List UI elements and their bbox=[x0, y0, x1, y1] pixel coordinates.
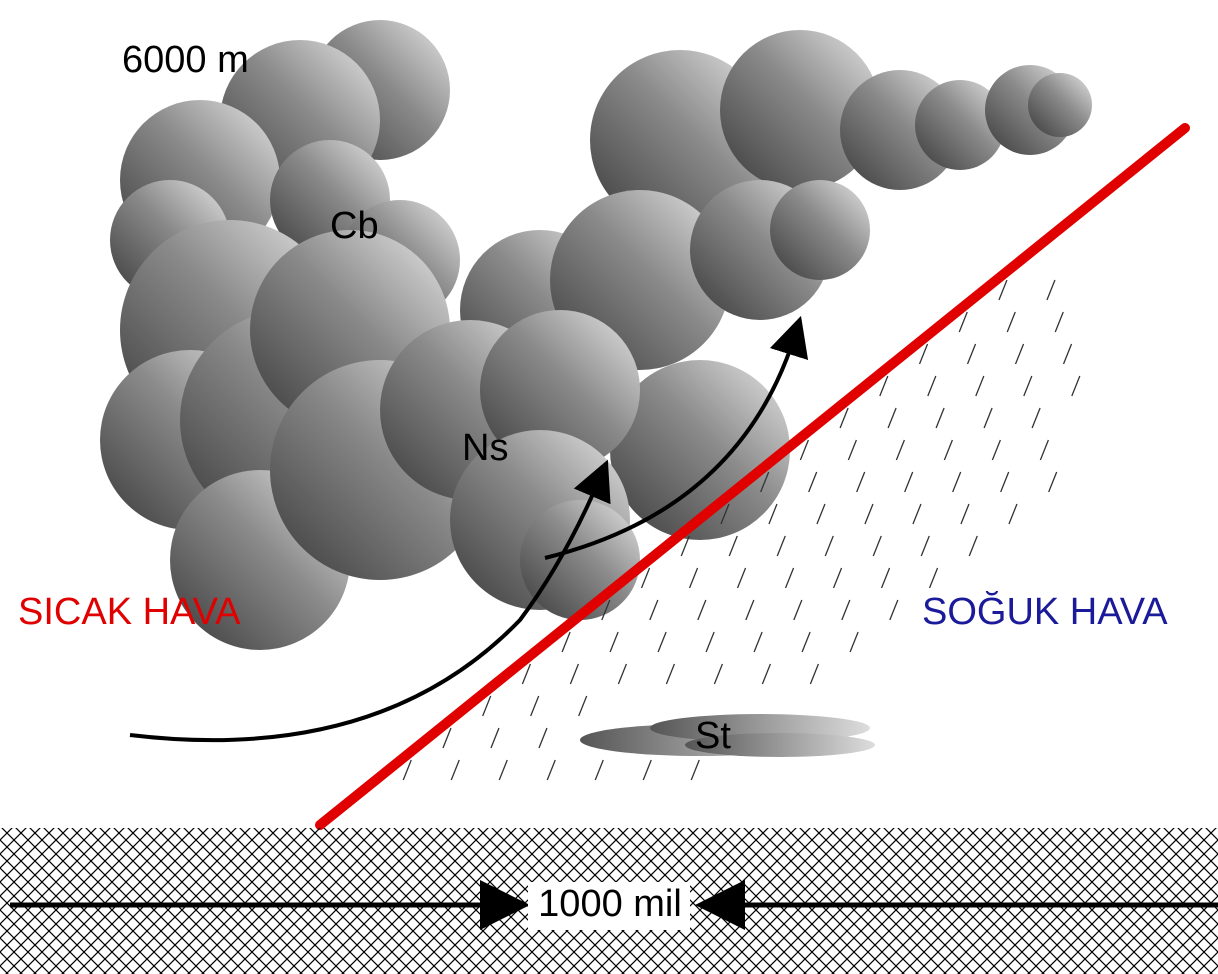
rain-streak bbox=[944, 440, 952, 460]
rain-streak bbox=[738, 568, 746, 588]
rain-streak bbox=[643, 760, 651, 780]
rain-streak bbox=[762, 664, 770, 684]
rain-streak bbox=[746, 600, 754, 620]
rain-streak bbox=[913, 504, 921, 524]
rain-streak bbox=[848, 440, 856, 460]
rain-streak bbox=[690, 568, 698, 588]
warm-air-label: SICAK HAVA bbox=[18, 591, 241, 633]
cloud-label: Ns bbox=[462, 427, 508, 469]
rain-streak bbox=[658, 632, 666, 652]
rain-streak bbox=[754, 632, 762, 652]
rain-streak bbox=[539, 728, 547, 748]
rain-streak bbox=[1032, 408, 1040, 428]
rain-streak bbox=[968, 344, 976, 364]
rain-streak bbox=[817, 504, 825, 524]
cloud-puff bbox=[1028, 73, 1092, 137]
rain-streak bbox=[930, 568, 938, 588]
rain-streak bbox=[1072, 376, 1080, 396]
rain-streak bbox=[953, 472, 961, 492]
rain-streak bbox=[969, 536, 977, 556]
distance-label: 1000 mil bbox=[538, 883, 682, 925]
rain-streak bbox=[1016, 344, 1024, 364]
rain-streak bbox=[786, 568, 794, 588]
rain-streak bbox=[809, 472, 817, 492]
rain-streak bbox=[777, 536, 785, 556]
rain-streak bbox=[579, 696, 587, 716]
rain-streak bbox=[976, 376, 984, 396]
rain-streak bbox=[691, 760, 699, 780]
rain-streak bbox=[769, 504, 777, 524]
rain-streak bbox=[729, 536, 737, 556]
rain-streak bbox=[1007, 312, 1015, 332]
cloud-puff bbox=[770, 180, 870, 280]
rain-streak bbox=[1047, 280, 1055, 300]
clouds bbox=[100, 20, 1092, 650]
rain-streak bbox=[984, 408, 992, 428]
rain-streak bbox=[921, 536, 929, 556]
rain-streak bbox=[936, 408, 944, 428]
rain-streak bbox=[618, 664, 626, 684]
rain-streak bbox=[873, 536, 881, 556]
rain-streak bbox=[714, 664, 722, 684]
rain-streak bbox=[570, 664, 578, 684]
rain-streak bbox=[595, 760, 603, 780]
cold-air-label: SOĞUK HAVA bbox=[922, 589, 1168, 633]
rain-streak bbox=[1024, 376, 1032, 396]
rain-streak bbox=[992, 440, 1000, 460]
altitude-label: 6000 m bbox=[122, 39, 249, 81]
rain-streak bbox=[1040, 440, 1048, 460]
rain-streak bbox=[882, 568, 890, 588]
rain-streak bbox=[1001, 472, 1009, 492]
rain-streak bbox=[610, 632, 618, 652]
rain-streak bbox=[961, 504, 969, 524]
rain-streak bbox=[810, 664, 818, 684]
cold-front-diagram: 1000 mil 6000 m Cb Ns St SICAK HAVA SOĞU… bbox=[0, 0, 1218, 974]
rain-streak bbox=[547, 760, 555, 780]
cloud-label: Cb bbox=[330, 205, 379, 247]
rain-streak bbox=[1064, 344, 1072, 364]
rain-streak bbox=[825, 536, 833, 556]
rain-streak bbox=[834, 568, 842, 588]
rain-streak bbox=[451, 760, 459, 780]
rain-streak bbox=[842, 600, 850, 620]
rain-streak bbox=[905, 472, 913, 492]
rain-streak bbox=[1055, 312, 1063, 332]
rain-streak bbox=[802, 632, 810, 652]
rain-streak bbox=[531, 696, 539, 716]
rain-streak bbox=[666, 664, 674, 684]
rain-streak bbox=[698, 600, 706, 620]
rain-streak bbox=[888, 408, 896, 428]
rain-streak bbox=[857, 472, 865, 492]
rain-streak bbox=[850, 632, 858, 652]
rain-streak bbox=[928, 376, 936, 396]
rain-streak bbox=[706, 632, 714, 652]
rain-streak bbox=[865, 504, 873, 524]
rain-streak bbox=[1009, 504, 1017, 524]
rain-streak bbox=[794, 600, 802, 620]
cloud-label: St bbox=[695, 715, 731, 757]
rain-streak bbox=[650, 600, 658, 620]
rain-streak bbox=[890, 600, 898, 620]
rain-streak bbox=[491, 728, 499, 748]
rain-streak bbox=[499, 760, 507, 780]
rain-streak bbox=[1049, 472, 1057, 492]
rain-streak bbox=[896, 440, 904, 460]
